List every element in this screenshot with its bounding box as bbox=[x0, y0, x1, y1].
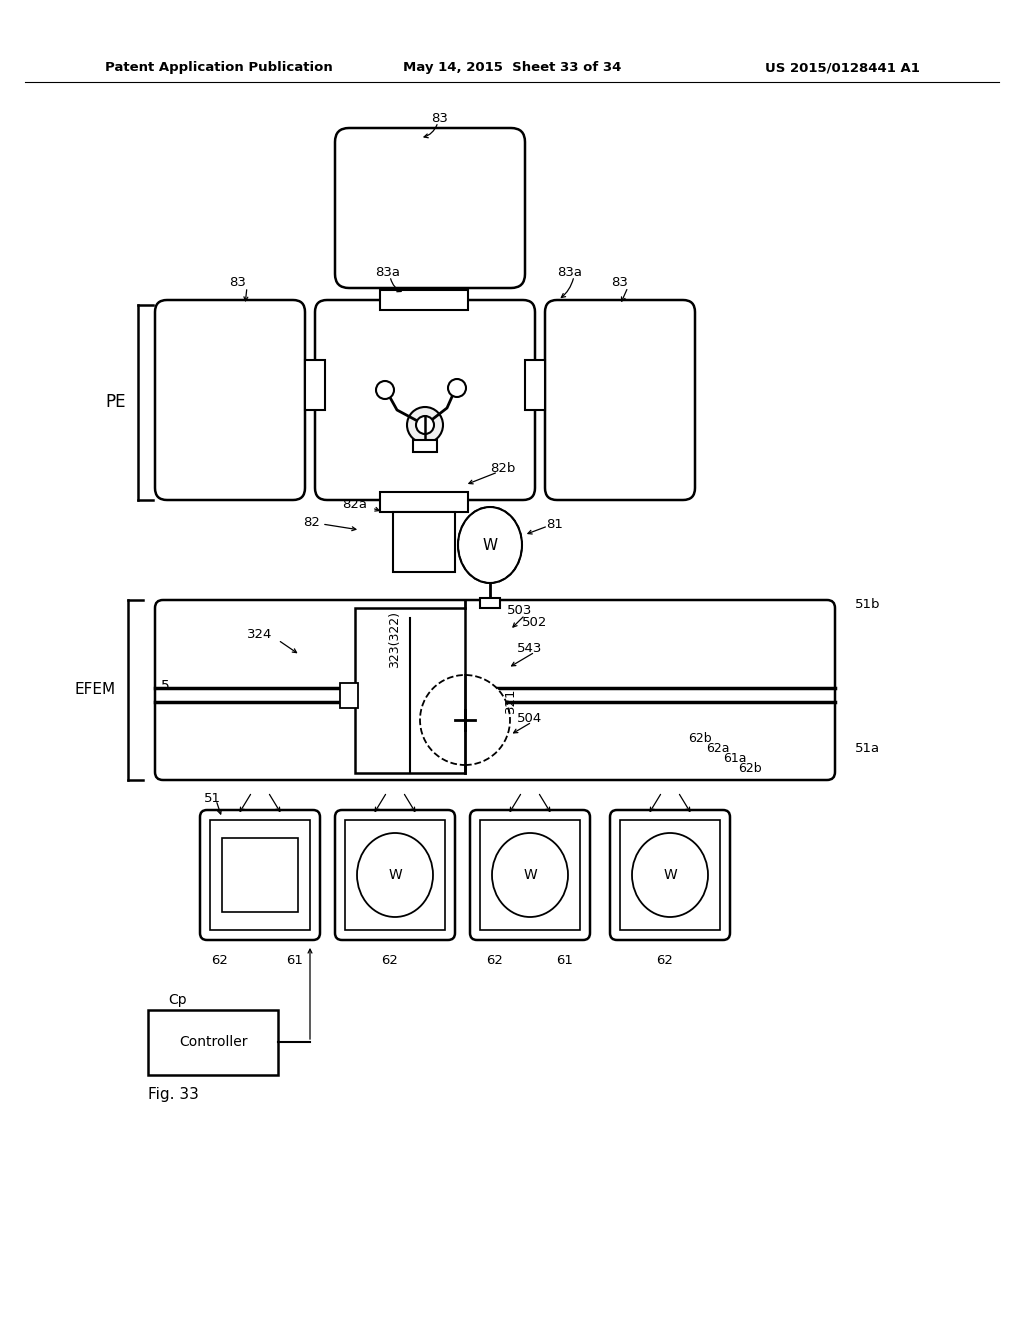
FancyBboxPatch shape bbox=[470, 810, 590, 940]
Ellipse shape bbox=[357, 833, 433, 917]
Text: 83a: 83a bbox=[557, 265, 583, 279]
Text: 51a: 51a bbox=[855, 742, 880, 755]
Ellipse shape bbox=[632, 833, 708, 917]
Text: EFEM: EFEM bbox=[75, 682, 116, 697]
Bar bbox=[393, 512, 455, 572]
Text: 5: 5 bbox=[161, 678, 170, 693]
Circle shape bbox=[416, 416, 434, 434]
Text: 502: 502 bbox=[522, 615, 548, 628]
Text: Cp: Cp bbox=[169, 993, 187, 1007]
Text: 62b: 62b bbox=[738, 762, 762, 775]
Text: May 14, 2015  Sheet 33 of 34: May 14, 2015 Sheet 33 of 34 bbox=[402, 62, 622, 74]
Bar bbox=[305, 360, 325, 411]
Text: 503: 503 bbox=[507, 603, 532, 616]
Bar bbox=[480, 598, 500, 609]
Bar bbox=[148, 1010, 278, 1074]
Text: 83: 83 bbox=[611, 276, 629, 289]
Circle shape bbox=[407, 407, 443, 444]
Text: 62: 62 bbox=[656, 953, 674, 966]
FancyBboxPatch shape bbox=[335, 810, 455, 940]
Text: 83a: 83a bbox=[376, 265, 400, 279]
Text: 324: 324 bbox=[248, 628, 272, 642]
Text: PE: PE bbox=[105, 393, 126, 411]
Bar bbox=[355, 609, 465, 774]
Circle shape bbox=[376, 381, 394, 399]
Ellipse shape bbox=[458, 507, 522, 583]
Bar bbox=[380, 492, 468, 512]
Text: 83: 83 bbox=[431, 111, 449, 124]
Text: US 2015/0128441 A1: US 2015/0128441 A1 bbox=[765, 62, 920, 74]
Text: Patent Application Publication: Patent Application Publication bbox=[105, 62, 333, 74]
Text: 61: 61 bbox=[557, 953, 573, 966]
Text: 321: 321 bbox=[504, 688, 516, 713]
FancyBboxPatch shape bbox=[155, 601, 835, 780]
Ellipse shape bbox=[492, 833, 568, 917]
Text: 82a: 82a bbox=[342, 499, 368, 511]
Text: 62: 62 bbox=[486, 953, 504, 966]
Text: 51: 51 bbox=[204, 792, 220, 804]
Text: 504: 504 bbox=[517, 711, 543, 725]
Text: 62: 62 bbox=[212, 953, 228, 966]
Text: 62b: 62b bbox=[688, 731, 712, 744]
FancyBboxPatch shape bbox=[200, 810, 319, 940]
Bar bbox=[210, 820, 310, 931]
Bar bbox=[480, 820, 580, 931]
Text: W: W bbox=[482, 537, 498, 553]
Bar bbox=[525, 360, 545, 411]
Text: Fig. 33: Fig. 33 bbox=[148, 1088, 199, 1102]
Bar bbox=[222, 838, 298, 912]
Circle shape bbox=[449, 379, 466, 397]
FancyBboxPatch shape bbox=[315, 300, 535, 500]
Text: W: W bbox=[523, 869, 537, 882]
Text: 51b: 51b bbox=[855, 598, 881, 611]
Text: 62: 62 bbox=[382, 953, 398, 966]
Bar bbox=[413, 440, 437, 451]
Text: 82: 82 bbox=[303, 516, 321, 528]
FancyBboxPatch shape bbox=[335, 128, 525, 288]
FancyBboxPatch shape bbox=[155, 300, 305, 500]
Text: 323(322): 323(322) bbox=[388, 611, 401, 668]
Text: 61: 61 bbox=[287, 953, 303, 966]
FancyBboxPatch shape bbox=[545, 300, 695, 500]
Text: 61a: 61a bbox=[723, 751, 746, 764]
Text: 81: 81 bbox=[547, 517, 563, 531]
Bar bbox=[380, 290, 468, 310]
Bar bbox=[345, 820, 445, 931]
Bar bbox=[340, 682, 358, 708]
Text: Controller: Controller bbox=[179, 1035, 247, 1049]
Bar bbox=[620, 820, 720, 931]
Text: 82b: 82b bbox=[490, 462, 516, 474]
Text: 543: 543 bbox=[517, 642, 543, 655]
Text: W: W bbox=[388, 869, 401, 882]
Text: 83: 83 bbox=[229, 276, 247, 289]
Text: W: W bbox=[664, 869, 677, 882]
Text: 62a: 62a bbox=[707, 742, 730, 755]
FancyBboxPatch shape bbox=[610, 810, 730, 940]
Bar bbox=[462, 682, 480, 708]
Circle shape bbox=[420, 675, 510, 766]
